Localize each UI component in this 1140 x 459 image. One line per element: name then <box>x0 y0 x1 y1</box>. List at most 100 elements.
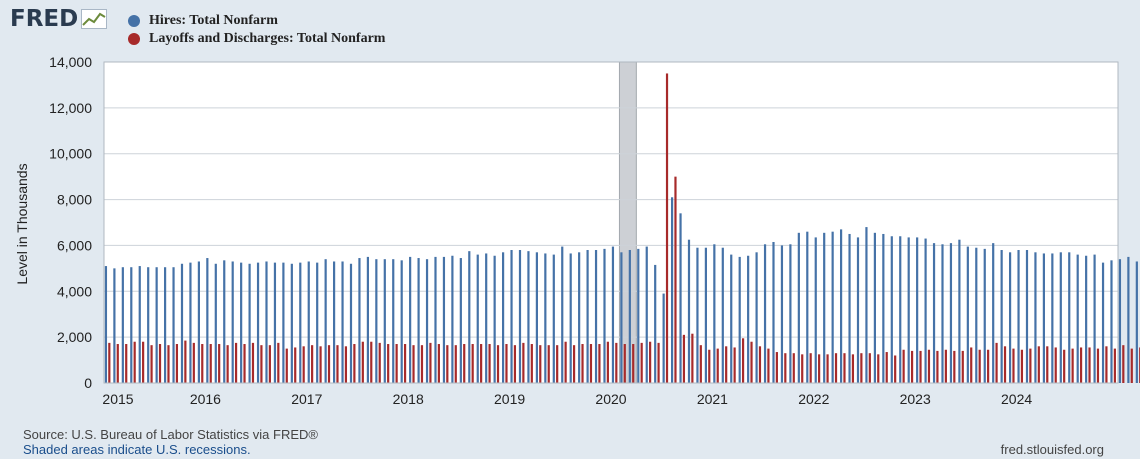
bar-hires <box>223 260 226 383</box>
x-tick-label: 2019 <box>494 391 525 407</box>
bar-hires <box>248 263 251 383</box>
bar-hires <box>823 232 826 383</box>
bar-layoffs <box>927 349 931 383</box>
bar-layoffs <box>572 345 576 383</box>
bar-hires <box>409 256 412 383</box>
line-chart-icon <box>81 9 108 29</box>
bar-hires <box>214 263 217 383</box>
bar-layoffs <box>387 344 390 383</box>
bar-hires <box>713 244 716 383</box>
bar-layoffs <box>944 349 947 383</box>
bar-layoffs <box>513 345 517 383</box>
bar-hires <box>400 260 403 383</box>
legend: Hires: Total Nonfarm Layoffs and Dischar… <box>128 12 385 48</box>
bar-layoffs <box>978 349 981 383</box>
bar-layoffs <box>725 346 728 383</box>
legend-item-layoffs[interactable]: Layoffs and Discharges: Total Nonfarm <box>128 30 385 48</box>
bar-layoffs <box>446 345 449 383</box>
bar-layoffs <box>1071 348 1074 383</box>
bar-hires <box>738 256 741 383</box>
bar-hires <box>392 259 395 383</box>
bar-hires <box>763 244 767 383</box>
bar-layoffs <box>412 345 415 383</box>
bar-layoffs <box>175 344 179 383</box>
bar-hires <box>383 259 386 383</box>
bar-hires <box>417 258 420 383</box>
bar-hires <box>780 245 784 383</box>
bar-hires <box>755 252 758 383</box>
bar-layoffs <box>936 350 939 383</box>
bar-layoffs <box>792 353 795 383</box>
bar-hires <box>620 252 623 383</box>
recession-note[interactable]: Shaded areas indicate U.S. recessions. <box>23 442 251 457</box>
legend-label-layoffs: Layoffs and Discharges: Total Nonfarm <box>149 31 386 46</box>
bar-layoffs <box>125 344 128 383</box>
site-url[interactable]: fred.stlouisfed.org <box>1000 442 1104 457</box>
bar-layoffs <box>133 341 136 383</box>
bar-hires <box>983 248 986 383</box>
bar-layoffs <box>1037 346 1040 383</box>
bar-hires <box>451 255 454 383</box>
bar-hires <box>992 243 995 383</box>
bar-hires <box>1008 252 1012 383</box>
bar-hires <box>307 261 310 383</box>
bar-hires <box>358 258 361 383</box>
y-tick-label: 14,000 <box>49 54 92 70</box>
bar-hires <box>121 267 124 383</box>
bar-layoffs <box>167 345 170 383</box>
bar-hires <box>814 237 817 383</box>
bar-layoffs <box>775 352 778 383</box>
bar-layoffs <box>581 344 584 383</box>
bar-layoffs <box>150 345 153 383</box>
bar-layoffs <box>226 345 229 383</box>
bar-hires <box>240 262 243 383</box>
bar-layoffs <box>826 354 829 383</box>
bar-hires <box>290 263 293 383</box>
bar-hires <box>1110 260 1113 383</box>
bar-layoffs <box>649 341 652 383</box>
bar-layoffs <box>1113 348 1116 383</box>
bar-layoffs <box>657 342 660 383</box>
bar-layoffs <box>674 176 677 383</box>
bar-hires <box>670 197 674 383</box>
bar-hires <box>104 266 108 383</box>
bar-layoffs <box>142 341 145 383</box>
legend-dot-layoffs <box>128 33 140 45</box>
bar-hires <box>459 258 462 383</box>
bar-layoffs <box>218 344 221 383</box>
bar-hires <box>561 246 564 383</box>
bar-layoffs <box>758 346 762 383</box>
bar-hires <box>907 237 910 383</box>
bar-layoffs <box>285 348 288 383</box>
y-tick-label: 8,000 <box>57 192 92 208</box>
y-tick-label: 0 <box>84 375 92 391</box>
bar-layoffs <box>370 341 373 383</box>
bar-layoffs <box>564 341 567 383</box>
bar-layoffs <box>522 342 525 383</box>
bar-layoffs <box>184 340 187 383</box>
bar-hires <box>932 243 936 383</box>
x-tick-label: 2023 <box>900 391 931 407</box>
legend-item-hires[interactable]: Hires: Total Nonfarm <box>128 12 385 30</box>
bar-hires <box>324 259 327 383</box>
bar-hires <box>1093 254 1096 383</box>
bar-layoffs <box>1130 348 1133 383</box>
bar-hires <box>1118 259 1122 383</box>
fred-logo[interactable]: FRED <box>10 6 108 32</box>
bar-layoffs <box>716 348 719 383</box>
bar-hires <box>941 244 944 383</box>
bar-layoffs <box>1122 345 1125 383</box>
bar-hires <box>375 259 378 383</box>
bar-hires <box>958 239 961 383</box>
bar-layoffs <box>834 353 838 383</box>
bar-hires <box>679 213 682 383</box>
bar-hires <box>273 262 277 383</box>
bar-hires <box>501 252 505 383</box>
plot-border <box>103 61 1119 384</box>
bar-hires <box>637 248 640 383</box>
fred-logo-text: FRED <box>10 6 79 32</box>
bar-layoffs <box>260 345 263 383</box>
bar-hires <box>899 236 902 383</box>
bar-layoffs <box>1003 346 1007 383</box>
